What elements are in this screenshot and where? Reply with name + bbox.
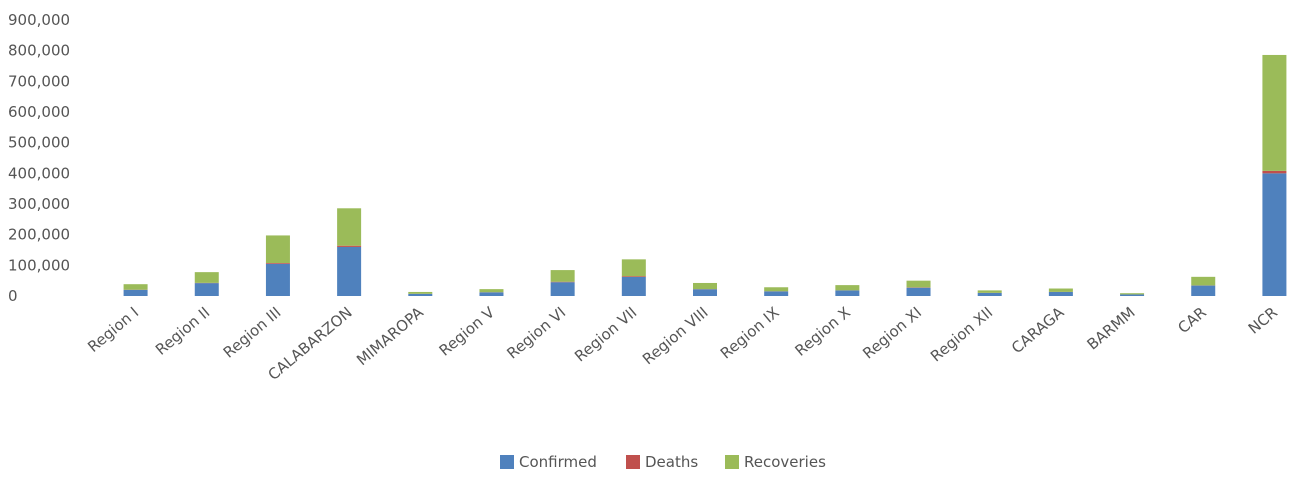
y-tick-label: 700,000 xyxy=(8,72,70,90)
legend-label-deaths: Deaths xyxy=(645,453,698,471)
bar-recoveries-region-iii xyxy=(266,235,290,263)
bar-recoveries-car xyxy=(1191,277,1215,286)
x-tick-label: Region VI xyxy=(503,303,569,362)
y-tick-label: 400,000 xyxy=(8,164,70,182)
bar-recoveries-region-vii xyxy=(622,259,646,276)
legend-label-confirmed: Confirmed xyxy=(519,453,597,471)
bar-recoveries-region-xii xyxy=(978,290,1002,292)
bar-confirmed-region-iii xyxy=(266,264,290,296)
x-tick-label: NCR xyxy=(1245,303,1281,337)
bar-deaths-region-vii xyxy=(622,276,646,277)
bar-confirmed-car xyxy=(1191,286,1215,296)
bar-confirmed-region-xii xyxy=(978,293,1002,296)
bar-confirmed-ncr xyxy=(1262,173,1286,296)
bar-confirmed-region-v xyxy=(479,292,503,296)
bar-recoveries-region-xi xyxy=(907,281,931,288)
bar-recoveries-region-x xyxy=(835,285,859,290)
y-tick-label: 900,000 xyxy=(8,11,70,29)
bar-confirmed-region-xi xyxy=(907,288,931,296)
x-tick-label: BARMM xyxy=(1084,303,1139,353)
bars xyxy=(124,55,1287,296)
y-tick-label: 200,000 xyxy=(8,226,70,244)
bar-confirmed-region-ix xyxy=(764,291,788,296)
bar-recoveries-region-ii xyxy=(195,272,219,283)
legend-swatch-recoveries xyxy=(725,455,739,469)
bar-recoveries-calabarzon xyxy=(337,208,361,245)
x-tick-label: MIMAROPA xyxy=(353,303,427,369)
x-tick-label: CARAGA xyxy=(1008,303,1068,357)
bar-confirmed-barmm xyxy=(1120,294,1144,296)
bar-recoveries-region-i xyxy=(124,284,148,290)
y-tick-label: 300,000 xyxy=(8,195,70,213)
bar-recoveries-mimaropa xyxy=(408,292,432,294)
bar-deaths-calabarzon xyxy=(337,246,361,247)
bar-confirmed-caraga xyxy=(1049,292,1073,296)
bar-recoveries-ncr xyxy=(1262,55,1286,171)
bar-recoveries-region-ix xyxy=(764,287,788,291)
bar-confirmed-calabarzon xyxy=(337,247,361,296)
bar-recoveries-caraga xyxy=(1049,289,1073,292)
legend-swatch-confirmed xyxy=(500,455,514,469)
bar-confirmed-region-x xyxy=(835,290,859,296)
legend-swatch-deaths xyxy=(626,455,640,469)
bar-confirmed-region-vi xyxy=(551,282,575,296)
x-tick-label: Region XII xyxy=(927,303,996,365)
x-tick-label: Region X xyxy=(791,303,853,359)
x-tick-label: CAR xyxy=(1174,303,1209,337)
bar-confirmed-region-viii xyxy=(693,289,717,296)
bar-recoveries-barmm xyxy=(1120,293,1144,294)
y-tick-label: 0 xyxy=(8,287,18,305)
x-tick-label: Region V xyxy=(436,303,499,360)
bar-recoveries-region-viii xyxy=(693,283,717,289)
legend: Confirmed Deaths Recoveries xyxy=(500,453,826,471)
y-tick-label: 800,000 xyxy=(8,42,70,60)
bar-recoveries-region-vi xyxy=(551,270,575,282)
y-tick-label: 600,000 xyxy=(8,103,70,121)
x-tick-label: Region VII xyxy=(571,303,640,365)
y-tick-label: 500,000 xyxy=(8,134,70,152)
x-tick-label: Region XI xyxy=(859,303,925,362)
x-tick-label: Region VIII xyxy=(639,303,712,368)
x-tick-label: Region IX xyxy=(717,303,783,362)
x-tick-label: Region III xyxy=(220,303,285,361)
legend-label-recoveries: Recoveries xyxy=(744,453,826,471)
bar-recoveries-region-v xyxy=(479,289,503,292)
bar-confirmed-mimaropa xyxy=(408,294,432,296)
bar-deaths-ncr xyxy=(1262,171,1286,173)
x-tick-label: Region I xyxy=(84,303,142,356)
y-axis: 0 100,000 200,000 300,000 400,000 500,000 600,… xyxy=(8,11,70,305)
x-tick-label: Region II xyxy=(152,303,213,359)
bar-confirmed-region-vii xyxy=(622,277,646,296)
bar-confirmed-region-ii xyxy=(195,283,219,296)
bar-confirmed-region-i xyxy=(124,290,148,296)
y-tick-label: 100,000 xyxy=(8,256,70,274)
bar-deaths-region-iii xyxy=(266,263,290,264)
